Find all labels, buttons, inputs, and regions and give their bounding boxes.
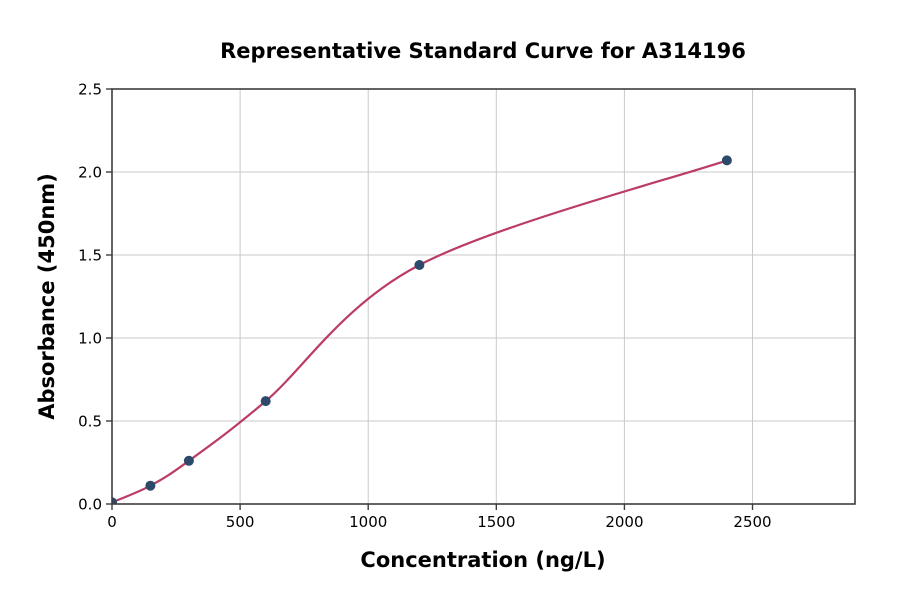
fit-curve-line (112, 159, 728, 504)
data-points-group (112, 155, 732, 504)
tick-labels: 0 500 1000 1500 2000 2500 0.0 0.5 1.0 1.5 2.0 2.5 (78, 81, 771, 532)
x-tick-label: 0 (107, 513, 117, 531)
y-tick-label: 1.5 (78, 247, 102, 265)
axis-ticks (106, 88, 754, 510)
y-tick-label: 0.0 (78, 496, 102, 514)
x-tick-label: 1000 (349, 513, 387, 531)
chart-title: Representative Standard Curve for A31419… (220, 39, 746, 63)
data-point (721, 155, 732, 166)
plot-border (111, 88, 856, 505)
y-axis-label: Absorbance (450nm) (35, 173, 59, 420)
y-tick-label: 1.0 (78, 330, 102, 348)
data-point (183, 455, 194, 466)
y-tick-label: 2.0 (78, 164, 102, 182)
gridlines (111, 88, 855, 505)
x-tick-label: 500 (226, 513, 255, 531)
data-point (145, 480, 156, 491)
fit-curve-group (112, 159, 728, 504)
data-point (414, 260, 425, 270)
data-point (112, 497, 117, 504)
x-tick-label: 1500 (477, 513, 515, 531)
x-tick-label: 2000 (605, 513, 643, 531)
x-axis-label: Concentration (ng/L) (360, 548, 605, 572)
y-tick-label: 0.5 (78, 413, 102, 431)
y-tick-label: 2.5 (78, 81, 102, 99)
x-tick-label: 2500 (733, 513, 771, 531)
data-point (260, 396, 271, 407)
